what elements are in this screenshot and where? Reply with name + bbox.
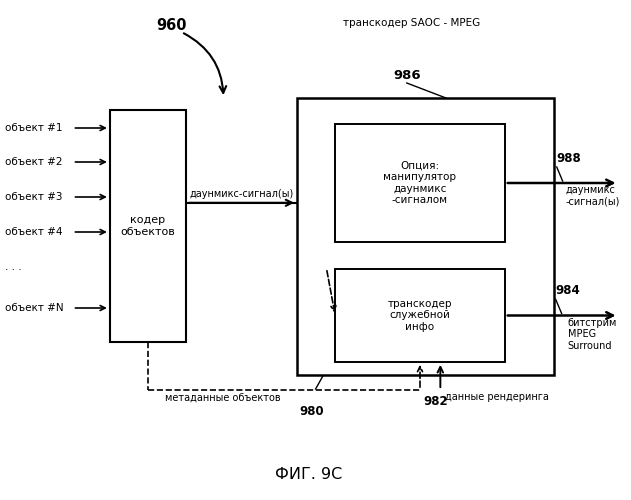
Text: 988: 988 <box>557 152 582 165</box>
Text: данные рендеринга: данные рендеринга <box>445 392 549 402</box>
Text: объект #4: объект #4 <box>5 227 62 237</box>
Text: . . .: . . . <box>5 262 21 272</box>
Text: 982: 982 <box>423 395 448 408</box>
Text: транскодер
служебной
инфо: транскодер служебной инфо <box>387 299 452 332</box>
Text: объект #N: объект #N <box>5 303 64 313</box>
Text: 984: 984 <box>556 284 581 298</box>
Bar <box>335 124 505 242</box>
Text: объект #2: объект #2 <box>5 157 62 167</box>
Text: 986: 986 <box>393 69 421 82</box>
Text: 960: 960 <box>156 18 187 33</box>
Text: Опция:
манипулятор
даунмикс
-сигналом: Опция: манипулятор даунмикс -сигналом <box>384 160 456 206</box>
Text: метаданные объектов: метаданные объектов <box>165 393 280 403</box>
Bar <box>297 98 554 375</box>
Bar <box>335 269 505 362</box>
Text: даунмикс-сигнал(ы): даунмикс-сигнал(ы) <box>189 189 294 199</box>
Text: объект #3: объект #3 <box>5 192 62 202</box>
Text: ФИГ. 9C: ФИГ. 9C <box>275 467 343 482</box>
Text: кодер
объектов: кодер объектов <box>121 215 175 237</box>
Bar <box>110 110 186 342</box>
Text: объект #1: объект #1 <box>5 123 62 133</box>
Text: 980: 980 <box>299 405 324 418</box>
Text: даунмикс
-сигнал(ы): даунмикс -сигнал(ы) <box>565 185 620 206</box>
Text: битстрим
MPEG
Surround: битстрим MPEG Surround <box>567 318 617 350</box>
Text: транскодер SAOC - MPEG: транскодер SAOC - MPEG <box>343 18 480 28</box>
